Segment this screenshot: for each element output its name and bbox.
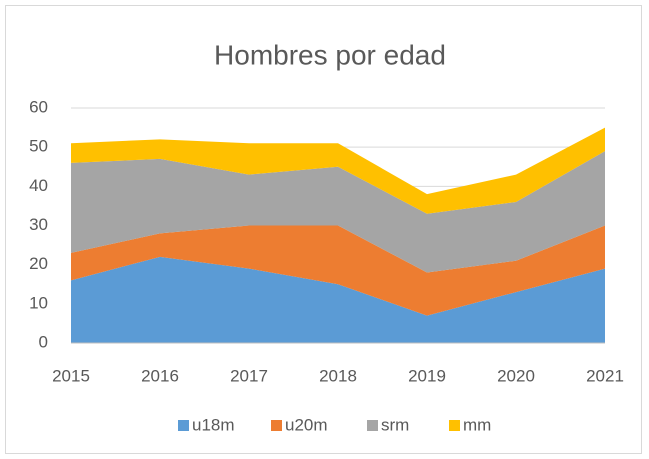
legend-swatch	[367, 420, 378, 431]
y-tick-label: 20	[29, 254, 48, 273]
x-tick-label: 2019	[408, 366, 446, 385]
y-tick-label: 30	[29, 215, 48, 234]
y-tick-label: 10	[29, 293, 48, 312]
x-tick-label: 2016	[141, 366, 179, 385]
legend-label: u18m	[192, 415, 235, 434]
legend-label: srm	[381, 415, 409, 434]
y-tick-label: 0	[39, 332, 48, 351]
area	[71, 127, 605, 214]
x-tick-label: 2017	[230, 366, 268, 385]
x-tick-label: 2020	[497, 366, 535, 385]
legend-swatch	[271, 420, 282, 431]
y-tick-label: 50	[29, 137, 48, 156]
area	[71, 151, 605, 273]
chart-title: Hombres por edad	[214, 39, 446, 70]
legend-swatch	[178, 420, 189, 431]
legend-swatch	[449, 420, 460, 431]
y-tick-label: 60	[29, 97, 48, 116]
area	[71, 256, 605, 343]
x-tick-label: 2021	[586, 366, 624, 385]
x-tick-label: 2015	[52, 366, 90, 385]
legend-label: u20m	[285, 415, 328, 434]
area	[71, 225, 605, 316]
x-tick-label: 2018	[319, 366, 357, 385]
legend-label: mm	[463, 415, 491, 434]
y-tick-label: 40	[29, 176, 48, 195]
